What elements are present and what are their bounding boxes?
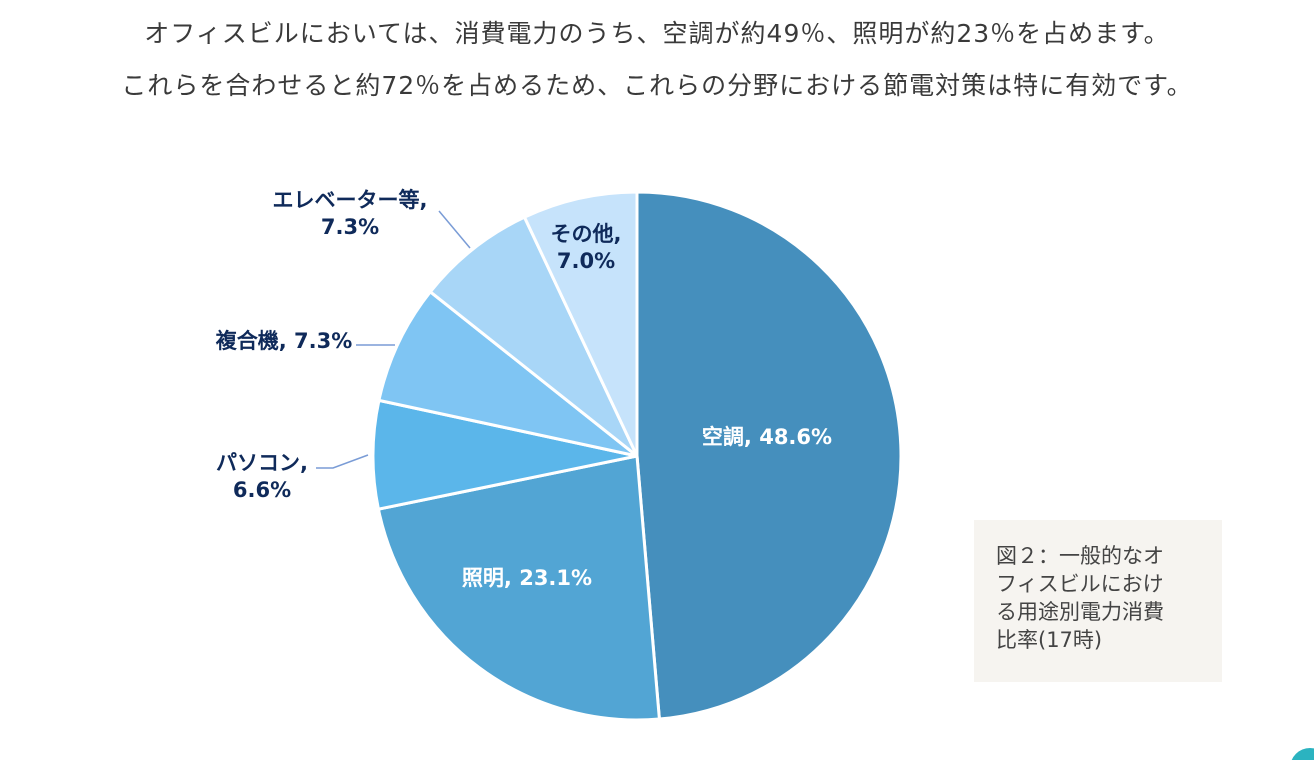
- pie-slice-5: [428, 215, 639, 458]
- pie-slice-4: [377, 290, 639, 458]
- pie-slice-1: [635, 190, 903, 721]
- figure-caption: 図２：一般的なオ フィスビルにおけ る用途別電力消費 比率(17時): [996, 544, 1164, 652]
- pie-slice-3: [371, 398, 639, 511]
- leader-line-3: [316, 454, 369, 469]
- intro-line-2: これらを合わせると約72％を占めるため、これらの分野における節電対策は特に有効で…: [121, 71, 1193, 100]
- slice-label-1: 空調, 48.6%: [702, 425, 832, 449]
- slice-label-4: 複合機, 7.3%: [215, 329, 353, 353]
- intro-line-1: オフィスビルにおいては、消費電力のうち、空調が約49％、照明が約23％を占めます…: [144, 19, 1170, 48]
- slice-label-5: エレベーター等, 7.3%: [273, 188, 428, 239]
- pie-slice-2: [376, 454, 661, 722]
- leader-line-5: [438, 210, 471, 249]
- slice-label-3: パソコン, 6.6%: [216, 451, 308, 502]
- slice-label-2: 照明, 23.1%: [462, 566, 592, 590]
- pie-slice-6: [522, 190, 639, 458]
- slice-label-6: その他, 7.0%: [551, 222, 622, 273]
- figure-caption-box: 図２：一般的なオ フィスビルにおけ る用途別電力消費 比率(17時): [974, 520, 1222, 682]
